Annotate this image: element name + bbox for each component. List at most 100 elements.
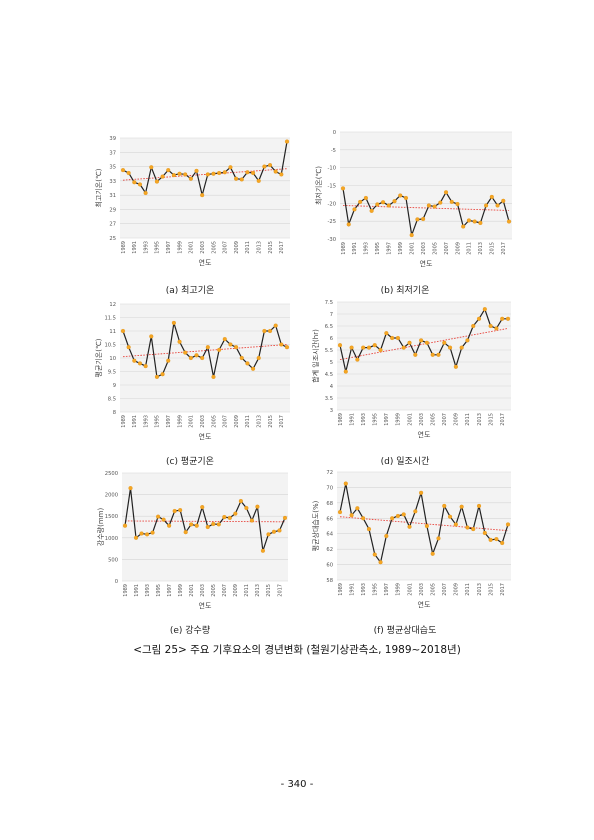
caption-b: (b) 최저기온 [380, 286, 430, 296]
data-point [488, 537, 493, 542]
data-point [166, 168, 171, 173]
data-point [430, 352, 435, 357]
data-point [352, 207, 357, 212]
data-point [448, 514, 453, 519]
x-tick-label: 2005 [432, 242, 438, 255]
y-tick-label: 70 [326, 485, 333, 491]
x-tick-label: 2001 [189, 241, 195, 254]
data-point [139, 531, 144, 536]
data-point [443, 190, 449, 195]
x-tick-label: 2017 [279, 241, 285, 254]
x-tick-label: 2017 [500, 583, 506, 596]
data-point [358, 199, 363, 204]
data-point [419, 338, 424, 343]
x-tick-label: 2009 [233, 584, 239, 597]
y-tick-label: 1500 [105, 514, 118, 520]
data-point [337, 343, 343, 348]
y-tick-label: 11.5 [104, 316, 116, 322]
data-point [375, 202, 380, 207]
chart-svg-b: 0 -5 -10 -15 -20 -25 -30 1989 1991 1993 1995 1997 19… [314, 130, 512, 268]
data-point [472, 219, 477, 224]
y-tick-label: 12 [109, 302, 116, 308]
x-tick-label: 2001 [407, 413, 413, 426]
x-tick-label: 2011 [467, 242, 473, 255]
data-point [465, 525, 470, 530]
x-tick-label: 2015 [266, 584, 272, 597]
data-point [188, 355, 193, 361]
data-point [436, 352, 441, 357]
data-point [482, 307, 487, 312]
x-tick-label: 1991 [352, 242, 358, 255]
y-tick-label: 35 [109, 165, 116, 171]
data-point [273, 323, 278, 328]
x-tick-label: 1997 [166, 415, 172, 428]
data-point [143, 190, 148, 196]
data-point [222, 337, 227, 342]
y-tick-label: 0 [115, 579, 118, 585]
x-tick-label: 1997 [166, 241, 172, 254]
y-tick-label: 66 [326, 516, 333, 522]
data-point [262, 328, 267, 334]
x-tick-label: 1995 [373, 583, 379, 596]
data-point [413, 352, 418, 357]
data-point [471, 527, 476, 532]
data-point [343, 481, 348, 486]
x-tick-label: 1995 [373, 413, 379, 426]
x-tick-label: 1999 [177, 241, 183, 254]
data-point [415, 217, 420, 222]
x-tick-label: 1989 [121, 241, 127, 254]
data-point [401, 512, 406, 517]
data-point [476, 316, 482, 321]
series-line [122, 141, 288, 196]
x-axis-label: 연도 [199, 259, 212, 267]
data-point [466, 218, 471, 223]
x-axis-label: 연도 [420, 260, 433, 268]
data-point [234, 345, 239, 350]
data-point [489, 194, 494, 199]
x-tick-label: 2011 [245, 415, 251, 428]
trend-line [122, 168, 288, 181]
data-point [262, 164, 267, 169]
data-point [256, 355, 261, 361]
data-point [453, 364, 458, 369]
data-point [133, 535, 139, 540]
data-point [234, 176, 239, 181]
data-point [461, 224, 466, 229]
data-point [448, 345, 453, 350]
data-point [426, 203, 431, 208]
x-tick-label: 2015 [488, 413, 494, 426]
data-point [217, 170, 222, 176]
data-point [284, 345, 290, 350]
data-point [386, 203, 391, 208]
data-point [279, 172, 284, 177]
data-point [349, 345, 354, 350]
data-point [271, 529, 277, 534]
x-tick-label: 2003 [419, 413, 425, 426]
data-point [222, 515, 227, 520]
x-tick-label: 2013 [477, 583, 483, 596]
data-point [436, 536, 441, 541]
x-tick-label: 2003 [419, 583, 425, 596]
x-tick-label: 1995 [375, 242, 381, 255]
x-tick-label: 2015 [490, 242, 496, 255]
data-point [154, 374, 159, 379]
data-point [337, 510, 343, 515]
y-tick-label: 9 [113, 383, 116, 389]
x-tick-label: 2009 [454, 583, 460, 596]
data-point [194, 523, 199, 528]
data-point [145, 532, 150, 537]
x-tick-label: 1999 [396, 413, 402, 426]
y-tick-label: 31 [109, 193, 116, 199]
x-tick-label: 2007 [223, 415, 229, 428]
data-point [137, 182, 143, 187]
x-tick-label: 2011 [465, 413, 471, 426]
x-tick-label: 1993 [361, 413, 367, 426]
chart-panel-f: 58 60 62 64 66 68 70 72 1989 1991 1993 1995 1997 1999… [300, 468, 511, 618]
y-tick-label: 25 [109, 236, 116, 242]
caption-e: (e) 강수량 [169, 626, 211, 636]
x-tick-label: 2013 [477, 413, 483, 426]
data-point [384, 331, 389, 336]
data-point [183, 350, 188, 355]
data-point [284, 139, 290, 144]
y-axis-label: 평균기온(℃) [94, 338, 103, 377]
